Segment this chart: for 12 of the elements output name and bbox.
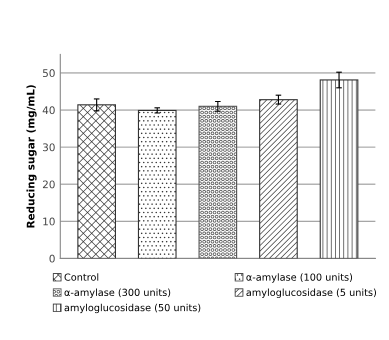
y-tick-label: 50 bbox=[42, 69, 55, 78]
y-tick-label: 0 bbox=[49, 254, 55, 263]
legend-label: amyloglucosidase (50 units) bbox=[64, 304, 200, 314]
y-tick-label: 10 bbox=[43, 218, 55, 226]
y-tick-label: 40 bbox=[42, 106, 55, 114]
y-tick-label: 20 bbox=[42, 180, 55, 188]
legend-label: Control bbox=[64, 273, 98, 281]
y-axis-title: Reducing sugar (mg/mL) bbox=[26, 85, 37, 228]
legend-label: α-amylase (100 units) bbox=[246, 273, 352, 283]
legend-label: amyloglucosidase (5 units) bbox=[246, 288, 376, 298]
legend-label: α-amylase (300 units) bbox=[64, 288, 170, 298]
y-tick-label: 30 bbox=[42, 143, 55, 152]
